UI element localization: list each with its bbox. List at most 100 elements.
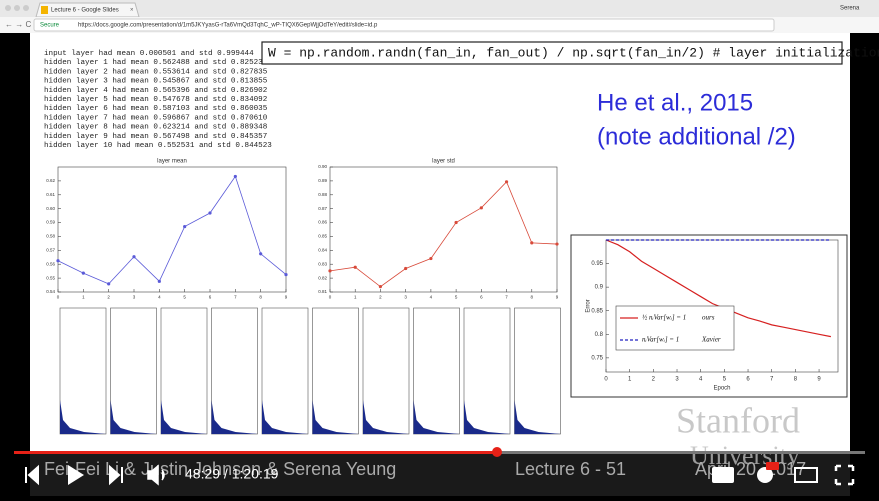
y-tick-label: 0.75: [591, 355, 603, 361]
histogram-panel: [362, 307, 410, 435]
next-button[interactable]: [109, 464, 123, 486]
x-tick-label: 3: [133, 295, 136, 300]
log-line: hidden layer 6 had mean 0.587103 and std…: [44, 105, 268, 113]
x-tick-label: 0: [329, 295, 332, 300]
hd-badge: [766, 462, 779, 470]
data-point: [530, 241, 534, 245]
nav-buttons[interactable]: ← → C: [5, 20, 31, 29]
address-bar[interactable]: [33, 18, 775, 32]
x-tick-label: 6: [480, 295, 483, 300]
histogram-bars: [464, 400, 510, 434]
histogram-panel: [413, 307, 460, 435]
y-tick-label: 0.54: [46, 289, 55, 294]
data-point: [132, 255, 136, 259]
x-tick-label: 3: [404, 295, 407, 300]
x-tick-label: 9: [285, 295, 288, 300]
y-tick-label: 0.9: [595, 285, 604, 291]
tab-close[interactable]: ×: [130, 8, 134, 14]
y-tick-label: 0.57: [46, 248, 55, 253]
settings-button[interactable]: [757, 467, 773, 483]
x-tick-label: 6: [746, 377, 750, 383]
data-point: [208, 211, 212, 215]
window-button[interactable]: [14, 5, 20, 11]
x-tick-label: 2: [107, 295, 110, 300]
data-point: [454, 220, 458, 225]
code: W = np.random.randn(fan_in, fan_out) / n…: [268, 45, 879, 60]
progress-played: [14, 451, 497, 454]
time: 48:29 / 1:20:19: [185, 466, 279, 482]
x-tick-label: 7: [234, 295, 237, 300]
window-button[interactable]: [5, 5, 11, 11]
citation: (note additional /2): [597, 123, 796, 150]
user-name: Serena: [840, 6, 860, 12]
data-point: [81, 271, 85, 275]
y-tick-label: 0.95: [591, 261, 603, 267]
theater-button[interactable]: [794, 467, 818, 483]
citation: He et al., 2015: [597, 89, 753, 116]
y-tick-label: 0.83: [318, 261, 327, 266]
plot-area: [329, 166, 558, 293]
histogram-panel: [463, 307, 511, 435]
x-tick-label: 8: [259, 295, 262, 300]
data-point: [555, 242, 559, 246]
log-line: hidden layer 8 had mean 0.623214 and std…: [44, 124, 268, 132]
y-tick-label: 0.89: [318, 178, 327, 183]
x-tick-label: 3: [675, 377, 679, 383]
y-tick-label: 0.82: [318, 275, 327, 280]
x-tick-label: 0: [604, 377, 608, 383]
legend-formula: nᵢVar[wᵢ] = 1: [642, 336, 679, 344]
y-axis-label: Error: [586, 299, 592, 312]
data-line: [57, 175, 287, 285]
x-tick-label: 2: [379, 295, 382, 300]
data-point: [233, 174, 237, 179]
data-point: [284, 272, 288, 277]
log-line: hidden layer 4 had mean 0.565396 and std…: [44, 87, 268, 95]
x-tick-label: 8: [531, 295, 534, 300]
x-tick-label: 6: [209, 295, 212, 300]
y-tick-label: 0.61: [46, 192, 55, 197]
x-tick-label: 4: [430, 295, 433, 300]
x-tick-label: 4: [158, 295, 161, 300]
histogram-bars: [413, 400, 460, 434]
x-tick-label: 9: [817, 377, 821, 383]
prev-button[interactable]: [25, 464, 39, 486]
histogram-bars: [363, 400, 409, 434]
x-tick-label: 7: [770, 377, 774, 383]
y-tick-label: 0.58: [46, 234, 55, 239]
histogram-panel: [59, 307, 107, 435]
histogram-panel: [110, 307, 157, 435]
chart-title: layer mean: [157, 159, 187, 165]
fullscreen-button[interactable]: [834, 464, 855, 486]
y-tick-label: 0.85: [318, 234, 327, 239]
data-point: [183, 224, 187, 229]
log-line: hidden layer 2 had mean 0.553614 and std…: [44, 68, 268, 76]
log-line: hidden layer 9 had mean 0.567498 and std…: [44, 133, 267, 141]
x-tick-label: 0: [57, 295, 60, 300]
captions-button[interactable]: [712, 467, 734, 483]
plot-area: [57, 166, 287, 293]
log-line: input layer had mean 0.000501 and std 0.…: [44, 50, 254, 58]
log-line: hidden layer 10 had mean 0.552531 and st…: [44, 142, 272, 150]
chart-title: layer std: [432, 159, 455, 165]
data-point: [404, 266, 408, 271]
progress-handle[interactable]: [492, 447, 502, 457]
log-line: hidden layer 3 had mean 0.545867 and std…: [44, 78, 268, 86]
y-tick-label: 0.87: [318, 206, 327, 211]
play-button[interactable]: [68, 465, 84, 485]
x-tick-label: 1: [354, 295, 357, 300]
volume-button[interactable]: [147, 464, 165, 486]
data-point: [479, 206, 483, 210]
histogram-bars: [161, 400, 207, 434]
histogram-panel: [312, 307, 359, 435]
window-button[interactable]: [23, 5, 29, 11]
data-point: [504, 180, 509, 184]
y-tick-label: 0.86: [318, 220, 327, 225]
x-axis-label: Epoch: [713, 386, 730, 392]
histogram-bars: [60, 400, 106, 434]
histogram-panel: [514, 307, 561, 435]
x-tick-label: 7: [505, 295, 508, 300]
data-point: [353, 265, 357, 269]
y-tick-label: 0.56: [46, 261, 55, 266]
histogram-bars: [312, 400, 359, 434]
